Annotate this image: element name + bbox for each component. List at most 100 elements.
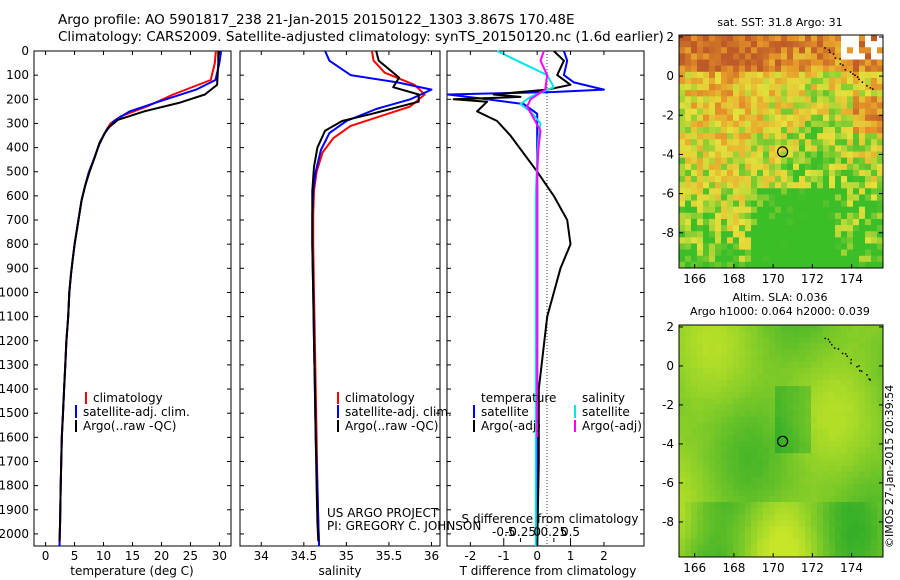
map-cell [859, 225, 866, 232]
map-cell [793, 404, 800, 411]
map-cell [775, 367, 782, 375]
map-cell [715, 218, 722, 226]
map-cell [865, 243, 872, 250]
map-cell [691, 367, 698, 375]
map-cell [835, 428, 842, 436]
map-cell [769, 114, 776, 122]
map-cell [769, 163, 776, 171]
map-cell [799, 416, 806, 424]
map-cell [715, 139, 722, 146]
map-cell [751, 206, 758, 214]
map-cell [829, 331, 836, 338]
map-cell [835, 526, 842, 533]
map-cell [757, 367, 764, 375]
map-cell [799, 120, 806, 128]
map-cell [721, 337, 728, 344]
map-cell [823, 489, 830, 497]
map-cell [751, 367, 758, 375]
map-cell [793, 447, 800, 454]
map-cell [691, 126, 698, 134]
map-cell [877, 453, 884, 460]
map-cell [751, 96, 758, 103]
map-cell [817, 361, 824, 369]
map-cell [877, 355, 884, 363]
map-cell [805, 361, 812, 369]
map-cell [829, 59, 836, 67]
map-cell [871, 471, 878, 479]
map-cell [721, 404, 728, 411]
map-cell [685, 526, 692, 533]
map-cell [799, 495, 806, 503]
map-cell [823, 151, 830, 159]
map-cell [877, 434, 884, 442]
map-cell [679, 526, 686, 533]
map-cell [775, 355, 782, 363]
map-cell [799, 532, 806, 540]
map-cell [709, 355, 716, 363]
map-cell [841, 169, 848, 177]
map-cell [763, 489, 770, 497]
map-cell [847, 465, 854, 472]
map-cell [715, 157, 722, 165]
map-cell [769, 489, 776, 497]
map-cell [691, 355, 698, 363]
map-cell [745, 126, 752, 134]
map-cell [859, 416, 866, 424]
map-cell [877, 102, 884, 109]
series-line-satellite-adj-clim [58, 50, 223, 547]
map-cell [841, 53, 848, 60]
map-cell [685, 508, 692, 515]
map-cell [715, 77, 722, 85]
map-cell [811, 182, 818, 189]
map-cell [721, 367, 728, 375]
map-cell [745, 176, 752, 183]
map-cell [853, 416, 860, 424]
map-cell [745, 206, 752, 214]
map-cell [805, 416, 812, 424]
map-cell [751, 471, 758, 479]
map-cell [787, 373, 794, 381]
map-cell [865, 367, 872, 375]
map-cell [721, 526, 728, 533]
map-cell [859, 120, 866, 128]
map-cell [877, 35, 884, 42]
map-cell [727, 169, 734, 177]
map-cell [853, 200, 860, 208]
map-cell [871, 35, 878, 42]
map-cell [871, 169, 878, 177]
map-cell [847, 550, 854, 558]
map-cell [709, 84, 716, 91]
map-cell [733, 157, 740, 165]
map-cell [745, 120, 752, 128]
map-cell [841, 471, 848, 479]
map-cell [775, 188, 782, 195]
map-cell [805, 108, 812, 116]
map-cell [709, 169, 716, 177]
map-cell [691, 392, 698, 399]
map-cell [697, 188, 704, 195]
map-cell [745, 526, 752, 533]
salinity-xlabel: salinity [318, 564, 361, 578]
map-cell [763, 206, 770, 214]
map-cell [853, 349, 860, 356]
y-tick-label: 2 [666, 30, 674, 44]
map-cell [739, 465, 746, 472]
map-cell [703, 343, 710, 350]
map-cell [775, 544, 782, 552]
map-cell [823, 255, 830, 263]
map-cell [781, 514, 788, 521]
map-cell [817, 416, 824, 424]
map-cell [829, 218, 836, 226]
map-cell [769, 471, 776, 479]
map-cell [703, 237, 710, 244]
map-cell [853, 114, 860, 122]
map-cell [691, 477, 698, 485]
difference-frame [446, 50, 645, 547]
map-cell [709, 483, 716, 491]
map-cell [847, 471, 854, 479]
map-cell [877, 349, 884, 356]
map-cell [817, 102, 824, 109]
map-cell [781, 84, 788, 91]
map-cell [829, 47, 836, 54]
map-cell [685, 200, 692, 208]
